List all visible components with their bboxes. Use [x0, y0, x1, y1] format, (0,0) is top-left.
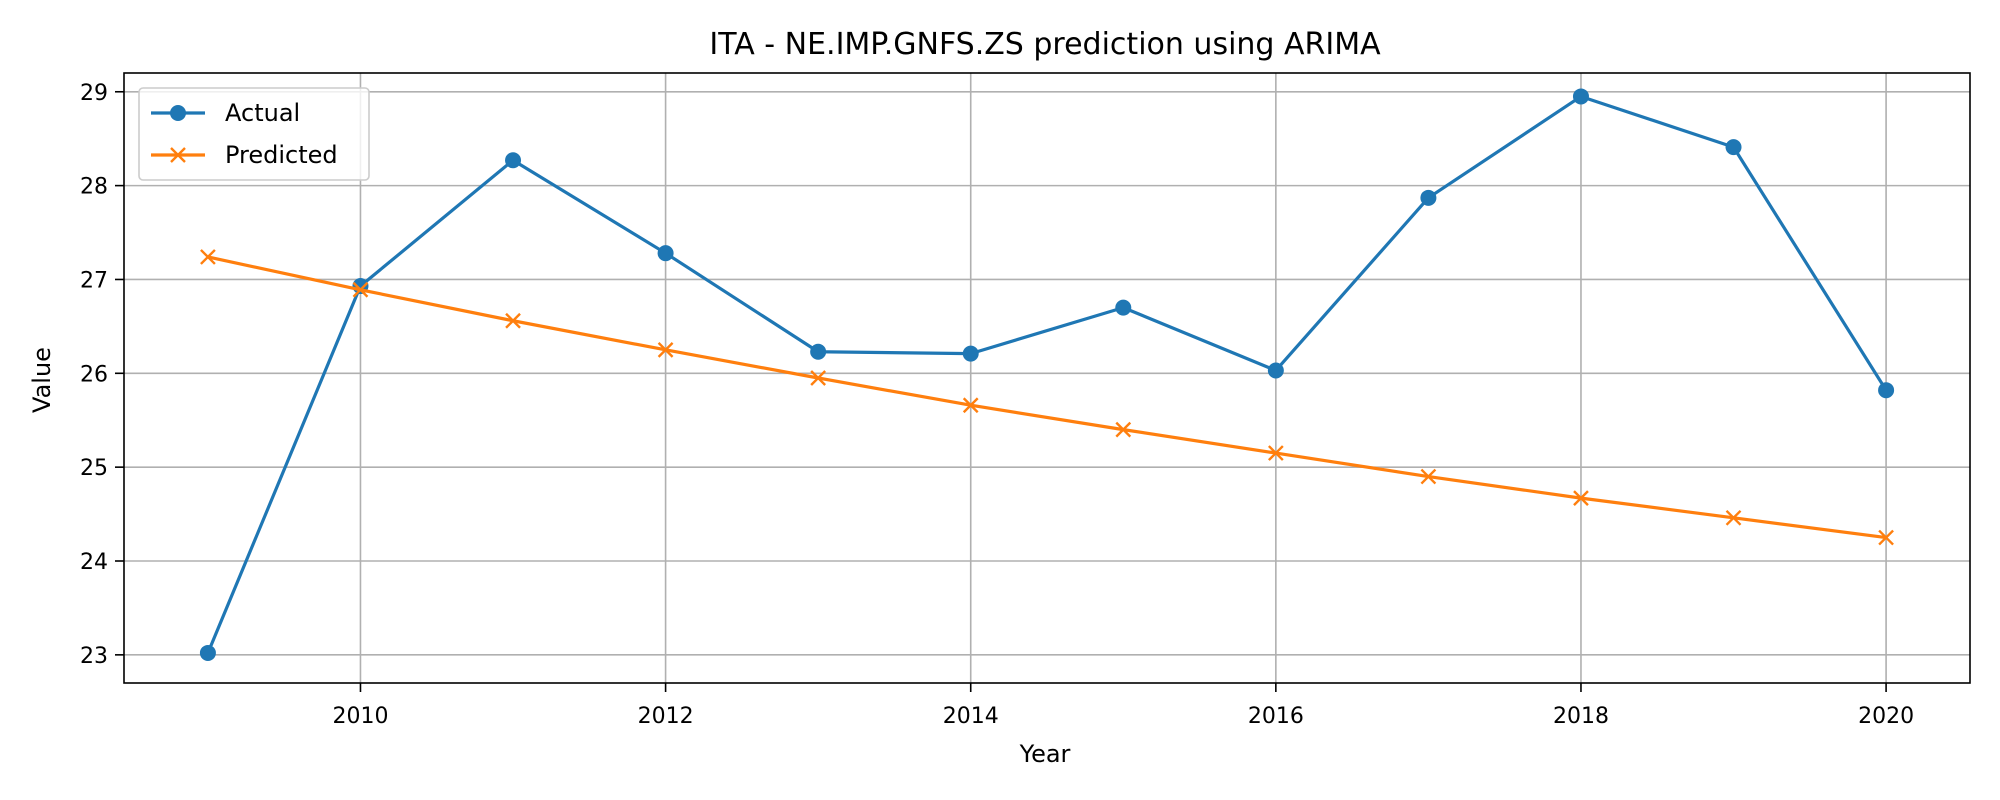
predicted-line — [207, 255, 1887, 540]
legend-box — [138, 87, 370, 181]
predicted-point — [1725, 509, 1742, 526]
series-actual — [199, 88, 1895, 661]
y-tick-label: 24 — [80, 550, 108, 575]
predicted-point — [657, 341, 674, 358]
x-tick-label: 2018 — [1553, 704, 1609, 729]
x-tick-label: 2010 — [332, 704, 388, 729]
predicted-point — [1420, 468, 1437, 485]
actual-point — [1725, 139, 1742, 156]
predicted-point — [505, 312, 521, 329]
x-axis: 2010 2012 2014 2016 2018 2020 — [332, 683, 1914, 729]
predicted-point — [1573, 490, 1589, 506]
actual-point — [657, 245, 674, 262]
actual-point — [962, 345, 979, 362]
predicted-point — [352, 281, 369, 298]
actual-point — [1878, 382, 1895, 399]
actual-point — [199, 644, 216, 661]
actual-point — [505, 152, 522, 169]
series-layer — [199, 88, 1895, 661]
legend-marker — [170, 147, 186, 163]
series-predicted — [200, 249, 1894, 546]
actual-point — [1115, 299, 1132, 316]
y-axis-label: Value — [28, 347, 56, 413]
x-tick-label: 2014 — [943, 704, 999, 729]
predicted-point — [200, 249, 216, 265]
predicted-point — [1878, 529, 1894, 546]
actual-point — [1267, 362, 1284, 379]
plot-area-frame — [123, 72, 1971, 684]
chart-title: ITA - NE.IMP.GNFS.ZS prediction using AR… — [709, 27, 1381, 62]
x-axis-label: Year — [1019, 740, 1071, 768]
actual-line — [206, 94, 1888, 654]
y-tick-label: 23 — [80, 644, 108, 669]
legend-label: Predicted — [225, 141, 338, 169]
legend-item-actual: Actual — [151, 99, 300, 127]
grid — [124, 73, 1970, 683]
x-tick-label: 2012 — [638, 704, 694, 729]
y-tick-label: 27 — [80, 268, 108, 293]
legend-marker — [170, 105, 186, 121]
legend-label: Actual — [225, 99, 300, 127]
predicted-point — [1267, 445, 1284, 461]
predicted-point — [1115, 421, 1132, 438]
legend-item-predicted: Predicted — [151, 141, 338, 169]
y-tick-label: 25 — [80, 456, 108, 481]
predicted-point — [810, 370, 827, 386]
legend: Actual Predicted — [138, 87, 370, 181]
actual-point — [1572, 88, 1589, 105]
y-axis: 23 24 25 26 27 28 29 — [80, 81, 124, 669]
y-tick-label: 28 — [80, 175, 108, 200]
predicted-point — [962, 397, 979, 414]
x-tick-label: 2016 — [1248, 704, 1304, 729]
y-tick-label: 29 — [80, 81, 108, 106]
actual-point — [810, 343, 827, 360]
actual-point — [1420, 189, 1437, 206]
y-tick-label: 26 — [80, 362, 108, 387]
x-tick-label: 2020 — [1858, 704, 1914, 729]
